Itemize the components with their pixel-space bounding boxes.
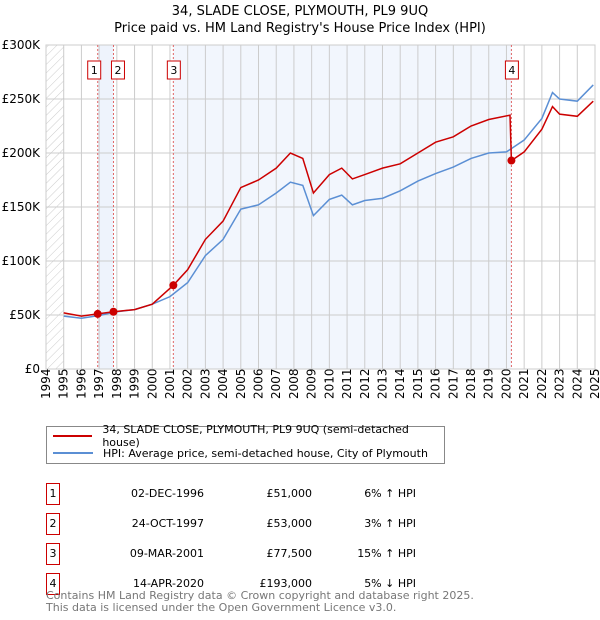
sale-price: £53,000 <box>266 517 313 530</box>
x-tick-label: 2015 <box>411 368 425 399</box>
x-tick-label: 2007 <box>269 368 283 399</box>
hpi-line <box>63 84 594 319</box>
sale-point <box>93 309 102 318</box>
x-tick-label: 2023 <box>553 368 567 399</box>
y-tick-label: £300K <box>2 38 42 52</box>
x-tick-label: 2021 <box>517 368 531 399</box>
sale-label-box <box>87 60 102 80</box>
x-tick-label: 1996 <box>74 368 88 399</box>
y-tick-label: £150K <box>2 200 42 214</box>
sale-hpi-diff: 6% ↑ HPI <box>364 487 416 500</box>
sale-date: 02-DEC-1996 <box>130 487 204 500</box>
x-tick-label: 2018 <box>464 368 478 399</box>
sale-date: 14-APR-2020 <box>132 577 204 590</box>
y-tick-label: £0 <box>25 362 40 376</box>
sale-point <box>169 281 178 290</box>
x-tick-label: 2008 <box>287 368 301 399</box>
sale-marker-number: 1 <box>46 483 60 505</box>
x-tick-label: 2024 <box>570 368 584 399</box>
sale-label: 1 <box>91 64 98 77</box>
sale-date: 24-OCT-1997 <box>131 517 204 530</box>
x-tick-label: 2006 <box>252 368 266 399</box>
y-tick-label: £50K <box>9 308 41 322</box>
price-chart: 1994 1995 1996 1997 1998 1999 2000 2001 2002 2003… <box>2 38 600 399</box>
legend: 34, SLADE CLOSE, PLYMOUTH, PL9 9UQ (semi… <box>46 423 445 464</box>
x-tick-label: 2013 <box>375 368 389 399</box>
y-tick-label: £250K <box>2 92 42 106</box>
x-tick-label: 2001 <box>163 368 177 399</box>
sale-row: 2 24-OCT-1997 £53,000 3% ↑ HPI <box>46 513 416 535</box>
footer-line1: Contains HM Land Registry data © Crown c… <box>46 589 474 602</box>
x-tick-label: 2004 <box>216 368 230 399</box>
sale-label: 3 <box>170 64 177 77</box>
sale-row: 4 14-APR-2020 £193,000 5% ↓ HPI <box>46 573 416 595</box>
x-tick-label: 2002 <box>181 368 195 399</box>
x-tick-label: 2000 <box>145 368 159 399</box>
x-tick-label: 2017 <box>446 368 460 399</box>
x-tick-label: 2025 <box>588 368 600 399</box>
chart-title: 34, SLADE CLOSE, PLYMOUTH, PL9 9UQ <box>171 4 429 19</box>
x-tick-label: 2022 <box>535 368 549 399</box>
sale-label-box <box>166 60 181 80</box>
x-tick-label: 1999 <box>128 368 142 399</box>
sale-row: 3 09-MAR-2001 £77,500 15% ↑ HPI <box>46 543 416 565</box>
legend-swatch-property <box>53 435 93 437</box>
sale-label-box <box>504 60 519 80</box>
sale-marker-number: 4 <box>46 573 60 595</box>
sale-hpi-diff: 15% ↑ HPI <box>357 547 416 560</box>
sale-label: 4 <box>508 64 515 77</box>
x-tick-label: 1994 <box>39 368 53 399</box>
x-tick-label: 1998 <box>110 368 124 399</box>
sale-row: 1 02-DEC-1996 £51,000 6% ↑ HPI <box>46 483 416 505</box>
sale-price: £51,000 <box>266 487 313 500</box>
y-tick-label: £100K <box>2 254 42 268</box>
footer-line2: This data is licensed under the Open Gov… <box>46 601 397 614</box>
x-tick-label: 2009 <box>305 368 319 399</box>
x-tick-label: 2020 <box>499 368 513 399</box>
y-tick-label: £200K <box>2 146 42 160</box>
sale-point <box>109 307 118 316</box>
x-tick-label: 1997 <box>92 368 106 399</box>
property-price-line <box>63 100 594 317</box>
sale-price: £77,500 <box>266 547 313 560</box>
x-tick-label: 2005 <box>234 368 248 399</box>
sale-marker-number: 3 <box>46 543 60 565</box>
legend-hpi: HPI: Average price, semi-detached house,… <box>103 446 428 460</box>
footer: Contains HM Land Registry data © Crown c… <box>46 590 474 614</box>
sale-hpi-diff: 5% ↓ HPI <box>364 577 416 590</box>
sale-date: 09-MAR-2001 <box>129 547 204 560</box>
sale-price: £193,000 <box>259 577 313 590</box>
sale-label-box <box>110 60 125 80</box>
sale-hpi-diff: 3% ↑ HPI <box>364 517 416 530</box>
sale-label: 2 <box>114 64 121 77</box>
legend-property: 34, SLADE CLOSE, PLYMOUTH, PL9 9UQ (semi… <box>102 423 409 449</box>
legend-swatch-hpi <box>53 452 93 454</box>
x-tick-label: 2010 <box>322 368 336 399</box>
sale-marker-number: 2 <box>46 513 60 535</box>
x-tick-label: 2019 <box>482 368 496 399</box>
sale-point <box>507 156 516 165</box>
x-tick-label: 2011 <box>340 368 354 399</box>
x-tick-label: 2012 <box>358 368 372 399</box>
x-tick-label: 2014 <box>393 368 407 399</box>
chart-subtitle: Price paid vs. HM Land Registry's House … <box>114 21 486 36</box>
x-tick-label: 2003 <box>198 368 212 399</box>
x-tick-label: 1995 <box>57 368 71 399</box>
x-tick-label: 2016 <box>429 368 443 399</box>
